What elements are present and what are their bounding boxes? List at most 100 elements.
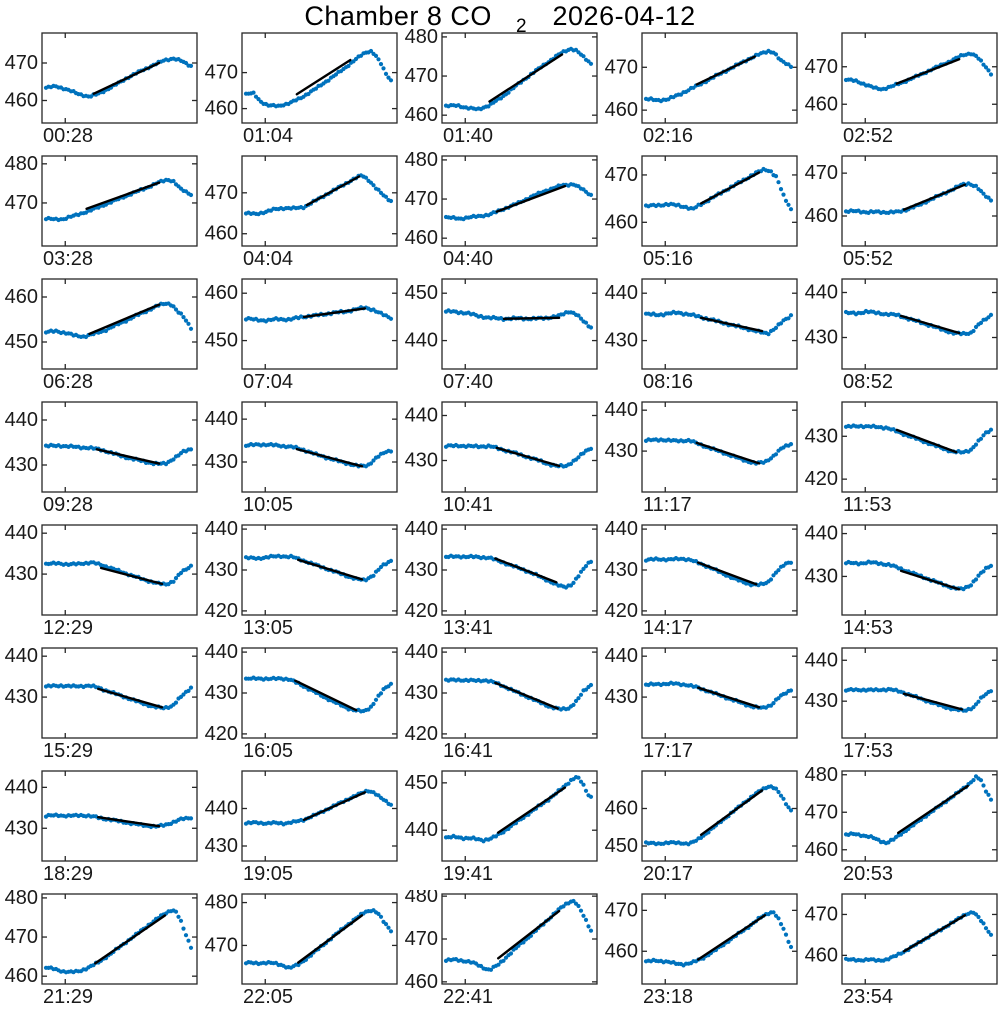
fit-line (95, 448, 161, 465)
x-time-label: 19:41 (443, 863, 493, 885)
x-time-label: 14:17 (643, 617, 693, 639)
fit-line (696, 561, 758, 586)
mini-chart: 460 470 480 01:40 (405, 26, 598, 147)
subplot-05-52: 460 470 05:52 (800, 152, 1000, 275)
mini-chart: 420 430 440 16:05 (205, 641, 398, 762)
mini-chart: 450 460 07:04 (205, 278, 398, 393)
mini-chart: 450 460 06:28 (5, 278, 198, 393)
mini-chart: 430 440 11:17 (605, 399, 798, 516)
subplot-00-28: 460 470 00:28 (0, 29, 200, 152)
x-time-label: 07:04 (243, 371, 293, 393)
subplot-14-17: 420 430 440 14:17 (600, 518, 800, 644)
x-time-label: 10:41 (443, 494, 493, 516)
x-time-label: 16:05 (243, 740, 293, 762)
subplot-02-16: 460 470 02:16 (600, 29, 800, 152)
y-tick-label: 470 (5, 926, 38, 948)
fit-line (96, 816, 161, 828)
mini-chart: 430 440 17:53 (805, 647, 998, 762)
y-tick-label: 440 (805, 282, 838, 304)
y-tick-label: 460 (605, 211, 638, 233)
subplot-grid: 460 470 00:28 460 470 01:04 460 470 480 01:40 460 4… (0, 26, 1000, 1013)
mini-chart: 460 470 480 21:29 (5, 887, 198, 1008)
x-time-label: 05:16 (643, 248, 693, 270)
y-tick-label: 420 (805, 468, 838, 490)
fit-line (295, 58, 352, 96)
fit-line (94, 914, 167, 965)
x-time-label: 10:05 (243, 494, 293, 516)
fit-line (495, 446, 561, 468)
subplot-12-29: 430 440 12:29 (0, 521, 200, 644)
fit-line (496, 786, 567, 834)
x-time-label: 17:17 (643, 740, 693, 762)
y-tick-label: 430 (5, 686, 38, 708)
y-tick-label: 430 (805, 690, 838, 712)
x-time-label: 16:41 (443, 740, 493, 762)
y-tick-label: 440 (405, 521, 438, 540)
fit-line (899, 314, 961, 335)
subplot-05-16: 460 470 05:16 (600, 152, 800, 275)
mini-chart: 420 430 440 16:41 (405, 641, 598, 762)
y-tick-label: 470 (605, 899, 638, 921)
y-tick-label: 470 (205, 934, 238, 956)
subplot-07-04: 450 460 07:04 (200, 275, 400, 398)
title-text: Chamber 8 CO (304, 1, 492, 31)
y-tick-label: 460 (605, 99, 638, 121)
y-tick-label: 460 (805, 839, 838, 861)
fit-line (699, 171, 761, 205)
x-time-label: 00:28 (43, 125, 93, 147)
mini-chart: 460 470 02:52 (805, 32, 998, 147)
y-tick-label: 420 (605, 600, 638, 622)
y-tick-label: 430 (805, 327, 838, 349)
mini-chart: 430 440 14:53 (805, 523, 998, 639)
mini-chart: 430 440 10:41 (405, 401, 598, 516)
y-tick-label: 450 (405, 282, 438, 304)
mini-chart: 430 440 08:52 (805, 278, 998, 393)
x-time-label: 13:41 (443, 617, 493, 639)
fit-line (902, 914, 967, 953)
x-time-label: 04:04 (243, 248, 293, 270)
subplot-18-29: 430 440 18:29 (0, 767, 200, 890)
x-time-label: 05:52 (843, 248, 893, 270)
y-tick-label: 440 (405, 644, 438, 663)
y-tick-label: 460 (205, 98, 238, 120)
subplot-02-52: 460 470 02:52 (800, 29, 1000, 152)
fit-line (902, 692, 964, 711)
subplot-01-04: 460 470 01:04 (200, 29, 400, 152)
x-time-label: 11:17 (643, 494, 692, 516)
y-tick-label: 470 (5, 52, 38, 74)
x-time-label: 14:53 (843, 617, 893, 639)
mini-chart: 460 470 01:04 (205, 32, 398, 147)
x-time-label: 01:04 (243, 125, 293, 147)
y-tick-label: 460 (405, 104, 438, 126)
subplot-19-05: 430 440 19:05 (200, 767, 400, 890)
fit-line (96, 687, 164, 709)
x-time-label: 12:29 (43, 617, 93, 639)
y-tick-label: 430 (605, 440, 638, 462)
x-time-label: 23:54 (843, 986, 893, 1008)
y-tick-label: 450 (405, 772, 438, 794)
y-tick-label: 460 (5, 90, 38, 112)
y-tick-label: 440 (805, 523, 838, 545)
subplot-22-05: 470 480 22:05 (200, 890, 400, 1013)
subplot-22-41: 460 470 480 22:41 (400, 885, 600, 1013)
y-tick-label: 440 (5, 409, 38, 431)
fit-line (296, 558, 364, 581)
fit-line (88, 303, 161, 336)
subplot-08-52: 430 440 08:52 (800, 275, 1000, 398)
y-tick-label: 450 (205, 330, 238, 352)
x-time-label: 20:17 (643, 863, 693, 885)
y-tick-label: 470 (605, 164, 638, 186)
mini-chart: 450 460 20:17 (605, 770, 798, 885)
y-tick-label: 440 (5, 776, 38, 798)
x-time-label: 06:28 (43, 371, 93, 393)
y-tick-label: 460 (205, 282, 238, 304)
subplot-21-29: 460 470 480 21:29 (0, 887, 200, 1013)
title-subscript: 2 (515, 16, 527, 37)
mini-chart: 460 470 02:16 (605, 32, 798, 147)
y-tick-label: 430 (605, 686, 638, 708)
y-tick-label: 470 (5, 192, 38, 214)
subplot-15-29: 430 440 15:29 (0, 644, 200, 767)
y-tick-label: 460 (605, 940, 638, 962)
fit-line (296, 914, 364, 964)
fit-line (302, 791, 367, 821)
